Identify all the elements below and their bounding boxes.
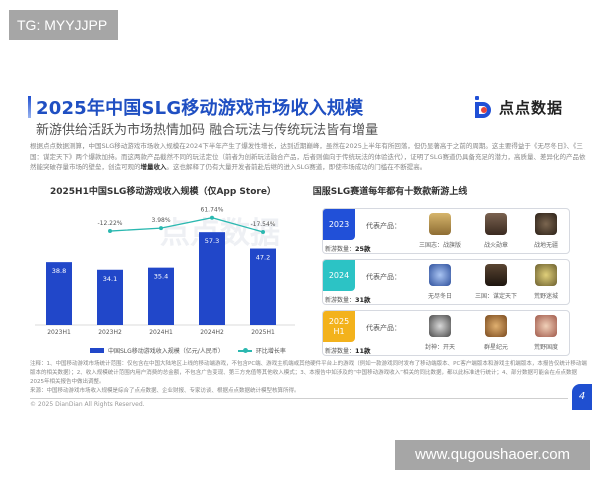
new-game-count: 新游数量：31款 [325, 296, 371, 304]
svg-text:2024H2: 2024H2 [200, 329, 224, 336]
legend-line-swatch [237, 348, 252, 353]
game-item: 三国志：战旗版 [415, 213, 465, 249]
game-item: 荒野迷城 [521, 264, 571, 300]
chart-title: 2025H1中国SLG移动游戏收入规模（仅App Store） [50, 187, 276, 197]
game-icon [429, 315, 451, 337]
brand-logo: 点点数据 [475, 96, 563, 118]
svg-text:-12.22%: -12.22% [97, 220, 122, 227]
legend-line-label: 环比增长率 [255, 348, 286, 355]
brand-name: 点点数据 [499, 98, 564, 117]
intro-paragraph: 根据点点数据测算，中国SLG移动游戏市场收入规模在2024下半年产生了爆发性增长… [30, 141, 590, 173]
copyright: © 2025 DianDian All Rights Reserved. [30, 401, 145, 408]
watermark-top: TG: MYYJJPP [9, 10, 118, 40]
intro-highlight: 增量收入 [140, 163, 167, 171]
bar [148, 267, 174, 325]
game-icon [429, 264, 451, 286]
game-icon [535, 213, 557, 235]
footnote-text: 注释：1、中国移动游戏市场统计范围：仅包含在中国大陆地区上线的移动端游戏，不包含… [30, 361, 587, 385]
year-badge: 2023 [323, 209, 355, 240]
game-icon [485, 264, 507, 286]
game-icon [485, 213, 507, 235]
rep-products-label: 代表产品： [366, 273, 401, 281]
diandian-logo-icon [475, 96, 491, 118]
rep-products-label: 代表产品： [366, 324, 401, 332]
revenue-chart: 38.8 2023H1 34.1 2023H2 35.4 2024H1 57.3 2024H2… [35, 207, 295, 336]
source-text: 来源：中国移动游戏市场收入规模是综合了点点数据、企业财报、专家访谈、根据点点数据… [30, 388, 300, 394]
bar [97, 269, 123, 325]
game-item: 战地无疆 [521, 213, 571, 249]
svg-text:-17.54%: -17.54% [250, 221, 275, 228]
report-slide: 2025年中国SLG移动游戏市场收入规模 新游供给活跃为市场热情加码 融合玩法与… [20, 88, 592, 418]
page-subtitle: 新游供给活跃为市场热情加码 融合玩法与传统玩法皆有增量 [36, 123, 379, 138]
svg-text:61.74%: 61.74% [201, 207, 224, 214]
game-item: 群星纪元 [471, 315, 521, 351]
svg-text:34.1: 34.1 [103, 275, 117, 283]
right-panel-title: 国服SLG赛道每年都有十数款新游上线 [312, 187, 468, 197]
footer-divider [30, 398, 568, 399]
game-item: 封神：开天 [415, 315, 465, 351]
new-games-cards: 2023 代表产品： 新游数量：25款 三国志：战旗版 战火勋章 战地无疆 20… [322, 208, 570, 361]
watermark-bottom: www.qugoushaoer.com [395, 440, 590, 470]
game-item: 荒野国度 [521, 315, 571, 351]
legend-bar-label: 中国SLG移动游戏收入规模（亿元/人民币） [108, 348, 224, 355]
year-card-2023: 2023 代表产品： 新游数量：25款 三国志：战旗版 战火勋章 战地无疆 [322, 208, 570, 254]
game-item: 无尽冬日 [415, 264, 465, 300]
bar [250, 248, 276, 325]
intro-tail: 。这也解释了仍有大量开发者前赴后继的进入SLG赛道，即使市场成功的门槛在不断提高… [166, 163, 427, 171]
year-badge: 2025 H1 [323, 311, 355, 342]
new-game-count: 新游数量：11款 [325, 347, 371, 355]
svg-text:3.98%: 3.98% [151, 217, 170, 224]
year-badge: 2024 [323, 260, 355, 291]
game-item: 战火勋章 [471, 213, 521, 249]
rep-products-label: 代表产品： [366, 222, 401, 230]
game-icon [535, 264, 557, 286]
new-game-count: 新游数量：25款 [325, 245, 371, 253]
svg-text:35.4: 35.4 [154, 273, 168, 281]
game-item: 三国：谋定天下 [471, 264, 521, 300]
page-title: 2025年中国SLG移动游戏市场收入规模 [36, 98, 364, 119]
game-icon [429, 213, 451, 235]
page-number: 4 [572, 384, 592, 410]
year-card-2024: 2024 代表产品： 新游数量：31款 无尽冬日 三国：谋定天下 荒野迷城 [322, 259, 570, 305]
svg-text:38.8: 38.8 [52, 267, 66, 275]
svg-text:2023H2: 2023H2 [98, 329, 122, 336]
bar [46, 262, 72, 325]
title-accent-bar [28, 96, 31, 118]
intro-text: 根据点点数据测算，中国SLG移动游戏市场收入规模在2024下半年产生了爆发性增长… [30, 142, 586, 171]
legend-bar-swatch [90, 348, 104, 353]
svg-text:2025H1: 2025H1 [251, 329, 275, 336]
svg-text:2023H1: 2023H1 [47, 329, 71, 336]
footnotes: 注释：1、中国移动游戏市场统计范围：仅包含在中国大陆地区上线的移动端游戏，不包含… [30, 360, 590, 396]
game-icon [485, 315, 507, 337]
game-icon [535, 315, 557, 337]
svg-text:47.2: 47.2 [256, 254, 270, 262]
svg-text:2024H1: 2024H1 [149, 329, 173, 336]
year-card-2025h1: 2025 H1 代表产品： 新游数量：11款 封神：开天 群星纪元 荒野国度 [322, 310, 570, 356]
chart-legend: 中国SLG移动游戏收入规模（亿元/人民币） 环比增长率 [90, 346, 286, 355]
bar [199, 232, 225, 325]
svg-text:57.3: 57.3 [205, 237, 219, 245]
